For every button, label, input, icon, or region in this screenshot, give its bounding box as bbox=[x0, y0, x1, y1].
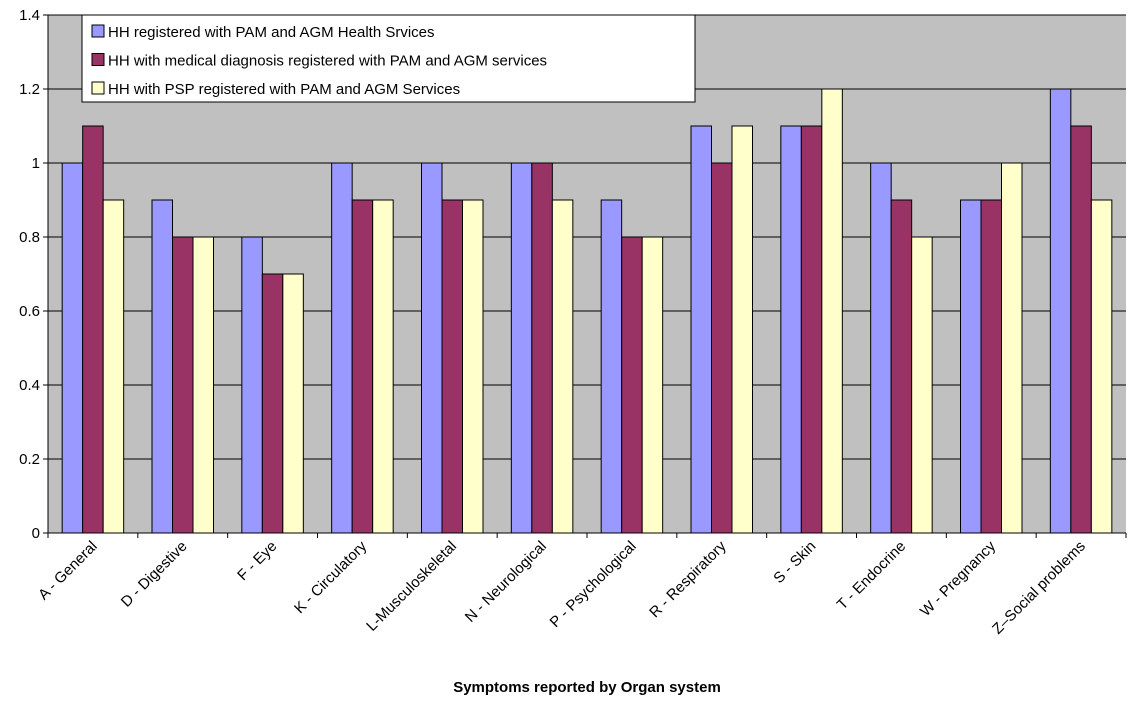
bar bbox=[1070, 125, 1092, 534]
bar bbox=[510, 162, 533, 534]
x-axis-title: Symptoms reported by Organ system bbox=[453, 679, 721, 696]
x-category-label: D - Digestive bbox=[118, 538, 191, 611]
bar bbox=[351, 199, 374, 534]
x-category-label: S - Skin bbox=[770, 538, 819, 587]
x-category-label: A - General bbox=[35, 538, 101, 604]
bar bbox=[462, 199, 484, 534]
bar bbox=[1090, 199, 1113, 534]
bar bbox=[621, 236, 643, 534]
bar bbox=[1049, 88, 1072, 534]
x-category-labels: A - General D - Digestive F - Eye K - Circu… bbox=[35, 537, 1089, 637]
y-tick-label: 1.2 bbox=[19, 81, 40, 98]
y-tick-label: 0.6 bbox=[19, 303, 40, 320]
bar bbox=[192, 236, 214, 534]
bar bbox=[102, 199, 125, 534]
bar bbox=[261, 273, 284, 534]
bar bbox=[241, 236, 263, 534]
x-category-label: Z–Social problems bbox=[989, 538, 1089, 638]
legend-swatch bbox=[91, 53, 105, 66]
y-tick-labels: 0 0.2 0.4 0.6 0.8 1 1.2 1.4 bbox=[19, 7, 40, 542]
x-category-label: L-Musculoskeletal bbox=[363, 538, 460, 635]
bar bbox=[870, 162, 892, 534]
bar bbox=[911, 236, 933, 534]
x-category-label: K - Circulatory bbox=[291, 537, 371, 617]
bar bbox=[600, 199, 623, 534]
x-category-label: P - Psychological bbox=[547, 538, 640, 631]
y-tick-label: 1 bbox=[32, 155, 40, 172]
bar bbox=[551, 199, 574, 534]
legend-swatch bbox=[91, 81, 105, 95]
bar bbox=[61, 162, 84, 534]
bar bbox=[821, 88, 843, 534]
bar bbox=[331, 162, 353, 534]
bar bbox=[641, 236, 664, 534]
bar bbox=[890, 199, 913, 534]
legend-box bbox=[81, 14, 696, 103]
x-category-label: T - Endocrine bbox=[834, 538, 909, 613]
bar bbox=[711, 162, 733, 534]
bar bbox=[441, 199, 463, 534]
y-tick-label: 0.8 bbox=[19, 229, 40, 246]
bar bbox=[731, 125, 753, 534]
x-category-label: W - Pregnancy bbox=[917, 537, 1000, 620]
legend-label: HH registered with PAM and AGM Health Sr… bbox=[108, 24, 435, 41]
bar bbox=[372, 199, 394, 534]
bar bbox=[82, 125, 104, 534]
bar bbox=[282, 273, 304, 534]
x-category-label: R - Respiratory bbox=[646, 537, 730, 621]
y-tick-label: 0.4 bbox=[19, 377, 40, 394]
legend: HH registered with PAM and AGM Health Sr… bbox=[81, 14, 696, 103]
bar bbox=[980, 199, 1002, 534]
bar bbox=[531, 162, 553, 534]
y-tick-label: 0 bbox=[32, 525, 40, 542]
bars bbox=[61, 88, 1113, 534]
bar bbox=[172, 236, 194, 534]
legend-label: HH with medical diagnosis registered wit… bbox=[108, 53, 547, 70]
legend-swatch bbox=[91, 24, 105, 38]
x-category-label: F - Eye bbox=[234, 538, 280, 584]
bar bbox=[690, 125, 712, 534]
bar bbox=[780, 125, 802, 534]
bar bbox=[800, 125, 823, 534]
legend-label: HH with PSP registered with PAM and AGM … bbox=[108, 81, 460, 98]
bar bbox=[421, 162, 443, 534]
x-category-label: N - Neurological bbox=[462, 538, 550, 626]
bar bbox=[151, 199, 173, 534]
bar bbox=[960, 199, 982, 534]
y-tick-label: 1.4 bbox=[19, 7, 40, 24]
y-tick-label: 0.2 bbox=[19, 451, 40, 468]
bar bbox=[1001, 162, 1023, 534]
axes bbox=[43, 14, 1127, 538]
